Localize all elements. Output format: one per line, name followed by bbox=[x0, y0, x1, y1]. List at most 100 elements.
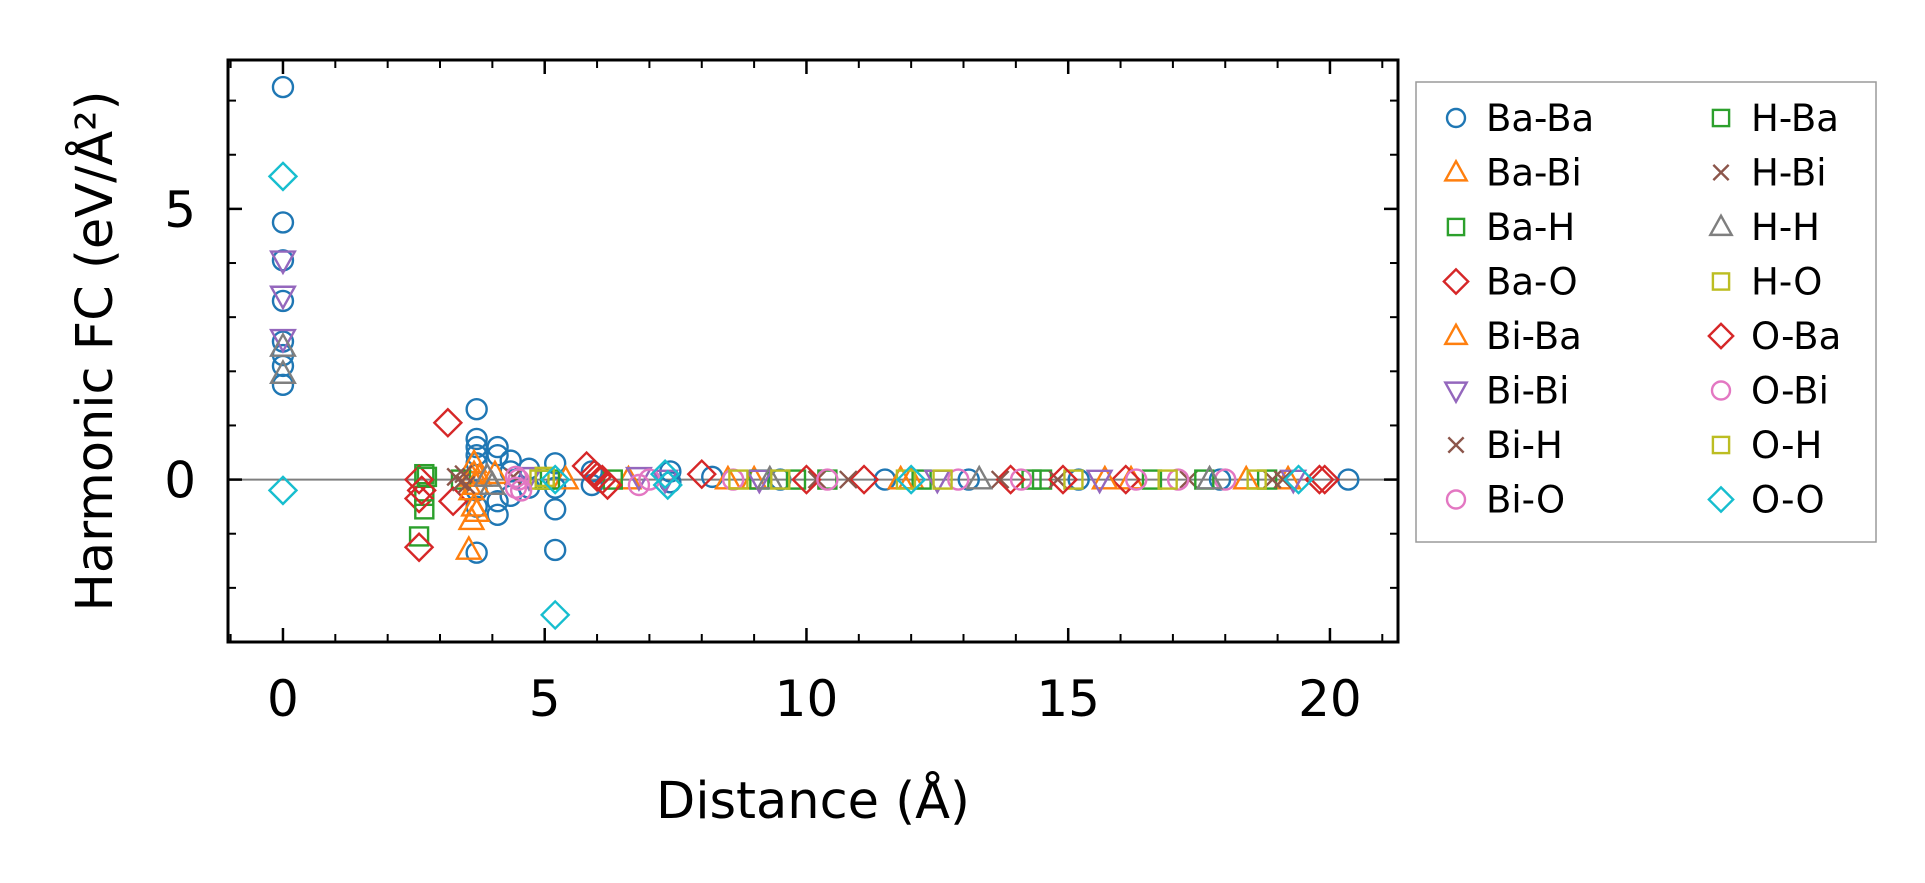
legend-label: Bi-H bbox=[1486, 424, 1563, 467]
data-point bbox=[499, 449, 522, 472]
data-point bbox=[414, 463, 435, 485]
data-point bbox=[486, 435, 509, 459]
data-point bbox=[627, 473, 651, 497]
legend-item: O-O bbox=[1707, 479, 1825, 522]
data-point bbox=[770, 469, 791, 490]
data-point bbox=[1085, 469, 1114, 495]
plot-frame bbox=[226, 58, 1400, 644]
data-point bbox=[1047, 464, 1079, 495]
data-point bbox=[745, 469, 774, 495]
data-point bbox=[1208, 468, 1232, 491]
data-point bbox=[838, 470, 858, 489]
legend-label: O-O bbox=[1751, 479, 1825, 522]
data-point bbox=[271, 289, 295, 313]
y-tick-label: 0 bbox=[164, 452, 196, 510]
data-points bbox=[267, 75, 1360, 631]
legend-marker bbox=[1710, 380, 1732, 401]
data-point bbox=[457, 475, 486, 501]
data-point bbox=[816, 468, 839, 491]
data-point bbox=[1232, 464, 1261, 490]
data-point bbox=[1090, 464, 1119, 490]
data-point bbox=[403, 464, 435, 495]
data-point bbox=[791, 464, 822, 495]
data-point bbox=[271, 373, 295, 397]
data-point bbox=[1195, 464, 1224, 490]
legend-label: Ba-Bi bbox=[1486, 152, 1582, 195]
data-point bbox=[1273, 470, 1293, 489]
legend-marker bbox=[1711, 108, 1731, 128]
data-point bbox=[408, 526, 430, 547]
legend-label: O-Bi bbox=[1751, 370, 1829, 413]
legend-box bbox=[1415, 81, 1877, 543]
data-point bbox=[895, 464, 927, 495]
data-point bbox=[625, 466, 653, 492]
axis-ticks: 0 5 10 15 20 0 5 bbox=[164, 60, 1398, 728]
data-point bbox=[465, 427, 488, 451]
legend-marker bbox=[1707, 485, 1735, 514]
legend-item: Ba-Ba bbox=[1445, 97, 1594, 140]
data-point bbox=[416, 466, 438, 488]
legend-item: Ba-H bbox=[1446, 206, 1575, 249]
legend-marker bbox=[1707, 322, 1735, 350]
data-point bbox=[269, 285, 297, 311]
data-point bbox=[579, 458, 610, 490]
legend-item: H-Ba bbox=[1711, 97, 1839, 140]
legend-item: H-H bbox=[1708, 206, 1820, 249]
legend-marker bbox=[1447, 436, 1465, 454]
x-tick-label: 15 bbox=[1036, 670, 1100, 728]
y-axis-label: Harmonic FC (eV/Å²) bbox=[63, 90, 125, 611]
legend-marker bbox=[1445, 489, 1467, 510]
legend-marker bbox=[1443, 322, 1469, 346]
legend-label: Ba-O bbox=[1486, 261, 1578, 304]
legend-item: Bi-H bbox=[1447, 424, 1563, 467]
legend-label: Ba-Ba bbox=[1486, 97, 1594, 140]
data-point bbox=[269, 359, 297, 384]
data-point bbox=[465, 398, 488, 421]
x-tick-label: 10 bbox=[775, 670, 839, 728]
data-point bbox=[454, 464, 473, 484]
data-point bbox=[990, 470, 1010, 489]
data-point bbox=[652, 469, 683, 501]
legend-item: H-O bbox=[1711, 261, 1822, 304]
data-point bbox=[462, 497, 491, 523]
data-point bbox=[486, 503, 509, 526]
data-point bbox=[269, 328, 297, 354]
data-point bbox=[1309, 464, 1340, 495]
legend-label: Bi-O bbox=[1486, 479, 1565, 522]
data-point bbox=[1125, 468, 1148, 491]
data-point bbox=[271, 211, 295, 234]
data-point bbox=[403, 483, 435, 514]
data-point bbox=[686, 458, 717, 490]
data-point bbox=[456, 475, 476, 495]
data-point bbox=[649, 458, 681, 490]
data-point bbox=[267, 161, 299, 192]
data-point bbox=[269, 250, 297, 276]
data-point bbox=[543, 498, 567, 521]
legend-marker bbox=[1443, 381, 1469, 405]
legend-marker bbox=[1711, 435, 1731, 455]
data-point bbox=[755, 464, 784, 490]
legend-item: Ba-Bi bbox=[1443, 152, 1582, 195]
data-point bbox=[271, 249, 295, 272]
legend-marker bbox=[1442, 267, 1470, 296]
data-point bbox=[1063, 469, 1084, 490]
data-point bbox=[1157, 469, 1178, 490]
data-point bbox=[543, 452, 567, 475]
legend-label: Bi-Bi bbox=[1486, 370, 1569, 413]
legend-label: H-O bbox=[1751, 261, 1822, 304]
data-point bbox=[1166, 468, 1190, 491]
y-tick-label: 5 bbox=[164, 181, 196, 239]
data-point bbox=[543, 538, 567, 562]
legend-label: H-Ba bbox=[1751, 97, 1839, 140]
legend-label: Ba-H bbox=[1486, 206, 1575, 249]
data-point bbox=[932, 469, 953, 490]
data-point bbox=[785, 469, 807, 490]
x-axis-label: Distance (Å) bbox=[656, 769, 970, 831]
legend-item: O-H bbox=[1711, 424, 1822, 467]
legend-marker bbox=[1446, 217, 1466, 237]
data-point bbox=[481, 459, 509, 485]
data-point bbox=[269, 331, 297, 357]
data-point bbox=[529, 469, 550, 490]
legend-label: H-H bbox=[1751, 206, 1820, 249]
